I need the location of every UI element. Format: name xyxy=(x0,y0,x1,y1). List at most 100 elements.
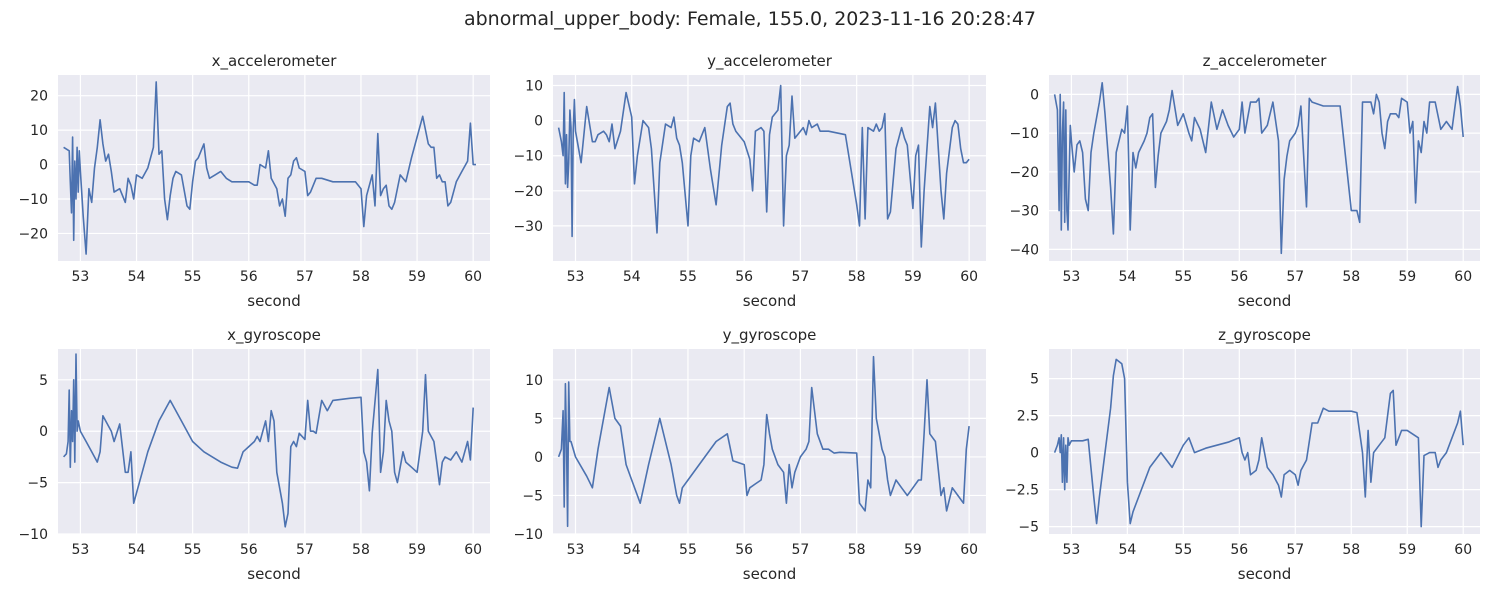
y-tick-label: −30 xyxy=(1009,204,1039,220)
x-axis-label: second xyxy=(743,565,797,583)
y-tick-label: −5 xyxy=(522,488,543,504)
subplot-z_accelerometer: 53 54 55 56 57 58 59 60 −40 −30 −20 −10 0 z_accelerom… xyxy=(1009,52,1480,310)
y-tick-label: 0 xyxy=(39,424,48,440)
y-tick-label: 2.5 xyxy=(1017,409,1039,425)
x-tick-label: 54 xyxy=(1118,269,1136,285)
x-tick-label: 56 xyxy=(1230,269,1248,285)
x-tick-label: 60 xyxy=(464,542,482,558)
x-tick-label: 55 xyxy=(184,269,202,285)
x-tick-label: 60 xyxy=(464,269,482,285)
x-tick-label: 55 xyxy=(1174,542,1192,558)
y-tick-label: −10 xyxy=(513,527,543,543)
x-tick-label: 54 xyxy=(623,269,641,285)
subplot-y_accelerometer: 53 54 55 56 57 58 59 60 −30 −20 −10 0 10 y_accelerome… xyxy=(513,52,986,310)
x-tick-label: 53 xyxy=(1062,269,1080,285)
subplot-title: z_accelerometer xyxy=(1203,52,1328,71)
x-tick-label: 57 xyxy=(792,269,810,285)
subplot-title: y_gyroscope xyxy=(723,326,817,345)
x-tick-label: 53 xyxy=(72,542,90,558)
x-tick-label: 59 xyxy=(408,542,426,558)
x-tick-label: 54 xyxy=(128,269,146,285)
subplot-title: x_accelerometer xyxy=(212,52,338,71)
y-tick-label: −30 xyxy=(513,219,543,235)
y-tick-label: 10 xyxy=(30,123,48,139)
x-tick-label: 55 xyxy=(679,269,697,285)
x-tick-label: 56 xyxy=(240,269,258,285)
series-line xyxy=(557,84,970,248)
y-tick-label: −20 xyxy=(513,184,543,200)
x-tick-label: 54 xyxy=(623,542,641,558)
y-tick-label: 10 xyxy=(525,79,543,95)
y-tick-label: −10 xyxy=(18,192,48,208)
x-tick-label: 60 xyxy=(960,269,978,285)
y-tick-label: 5 xyxy=(534,411,543,427)
series-line xyxy=(63,353,474,528)
subplot-title: y_accelerometer xyxy=(707,52,833,71)
x-tick-label: 60 xyxy=(960,542,978,558)
x-tick-label: 58 xyxy=(352,269,370,285)
subplot-title: z_gyroscope xyxy=(1218,326,1311,345)
axes-background xyxy=(553,349,986,534)
x-tick-label: 53 xyxy=(567,269,585,285)
x-tick-label: 55 xyxy=(679,542,697,558)
x-tick-label: 54 xyxy=(1118,542,1136,558)
y-tick-label: 10 xyxy=(525,373,543,389)
y-tick-label: 0 xyxy=(39,158,48,174)
x-tick-label: 53 xyxy=(72,269,90,285)
x-tick-label: 60 xyxy=(1454,269,1472,285)
x-tick-label: 59 xyxy=(1398,269,1416,285)
y-tick-label: 5 xyxy=(39,373,48,389)
y-tick-label: −20 xyxy=(1009,165,1039,181)
x-tick-label: 59 xyxy=(1398,542,1416,558)
axes-background xyxy=(58,75,490,261)
axes-background xyxy=(553,75,986,261)
x-tick-label: 59 xyxy=(408,269,426,285)
x-tick-label: 58 xyxy=(1342,269,1360,285)
x-tick-label: 56 xyxy=(240,542,258,558)
x-tick-label: 59 xyxy=(904,269,922,285)
x-tick-label: 55 xyxy=(184,542,202,558)
y-tick-label: −5 xyxy=(27,476,48,492)
subplot-z_gyroscope: 53 54 55 56 57 58 59 60 −5 −2.5 0 2.5 5 z_gyroscopese… xyxy=(1005,326,1480,583)
series-line xyxy=(1053,358,1464,528)
x-tick-label: 54 xyxy=(128,542,146,558)
x-tick-label: 53 xyxy=(1062,542,1080,558)
subplot-y_gyroscope: 53 54 55 56 57 58 59 60 −10 −5 0 5 10 y_gyroscopeseco… xyxy=(513,326,986,583)
x-tick-label: 58 xyxy=(352,542,370,558)
series-line xyxy=(1053,82,1464,255)
y-tick-label: 20 xyxy=(30,89,48,105)
figure-suptitle: abnormal_upper_body: Female, 155.0, 2023… xyxy=(463,8,1037,30)
x-tick-label: 57 xyxy=(296,542,314,558)
y-tick-label: 0 xyxy=(534,450,543,466)
x-tick-label: 56 xyxy=(1230,542,1248,558)
y-tick-label: 5 xyxy=(1030,372,1039,388)
y-tick-label: −10 xyxy=(1009,126,1039,142)
subplot-title: x_gyroscope xyxy=(227,326,321,345)
y-tick-label: −20 xyxy=(18,226,48,242)
y-tick-label: −10 xyxy=(18,527,48,543)
x-tick-label: 60 xyxy=(1454,542,1472,558)
x-tick-label: 56 xyxy=(735,542,753,558)
x-tick-label: 53 xyxy=(567,542,585,558)
x-tick-label: 57 xyxy=(1286,542,1304,558)
x-tick-label: 57 xyxy=(1286,269,1304,285)
y-tick-label: −2.5 xyxy=(1005,483,1039,499)
x-tick-label: 58 xyxy=(1342,542,1360,558)
x-axis-label: second xyxy=(743,292,797,310)
x-tick-label: 56 xyxy=(735,269,753,285)
x-tick-label: 58 xyxy=(848,269,866,285)
y-tick-label: 0 xyxy=(1030,446,1039,462)
series-line xyxy=(557,355,970,528)
y-tick-label: −5 xyxy=(1018,520,1039,536)
x-tick-label: 55 xyxy=(1174,269,1192,285)
axes-background xyxy=(1049,349,1480,534)
subplot-x_accelerometer: 53 54 55 56 57 58 59 60 −20 −10 0 10 20 x_acceleromet… xyxy=(18,52,490,310)
x-tick-label: 59 xyxy=(904,542,922,558)
x-tick-label: 58 xyxy=(848,542,866,558)
x-tick-label: 57 xyxy=(296,269,314,285)
y-tick-label: 0 xyxy=(534,114,543,130)
x-axis-label: second xyxy=(1238,565,1292,583)
series-line xyxy=(63,81,476,255)
